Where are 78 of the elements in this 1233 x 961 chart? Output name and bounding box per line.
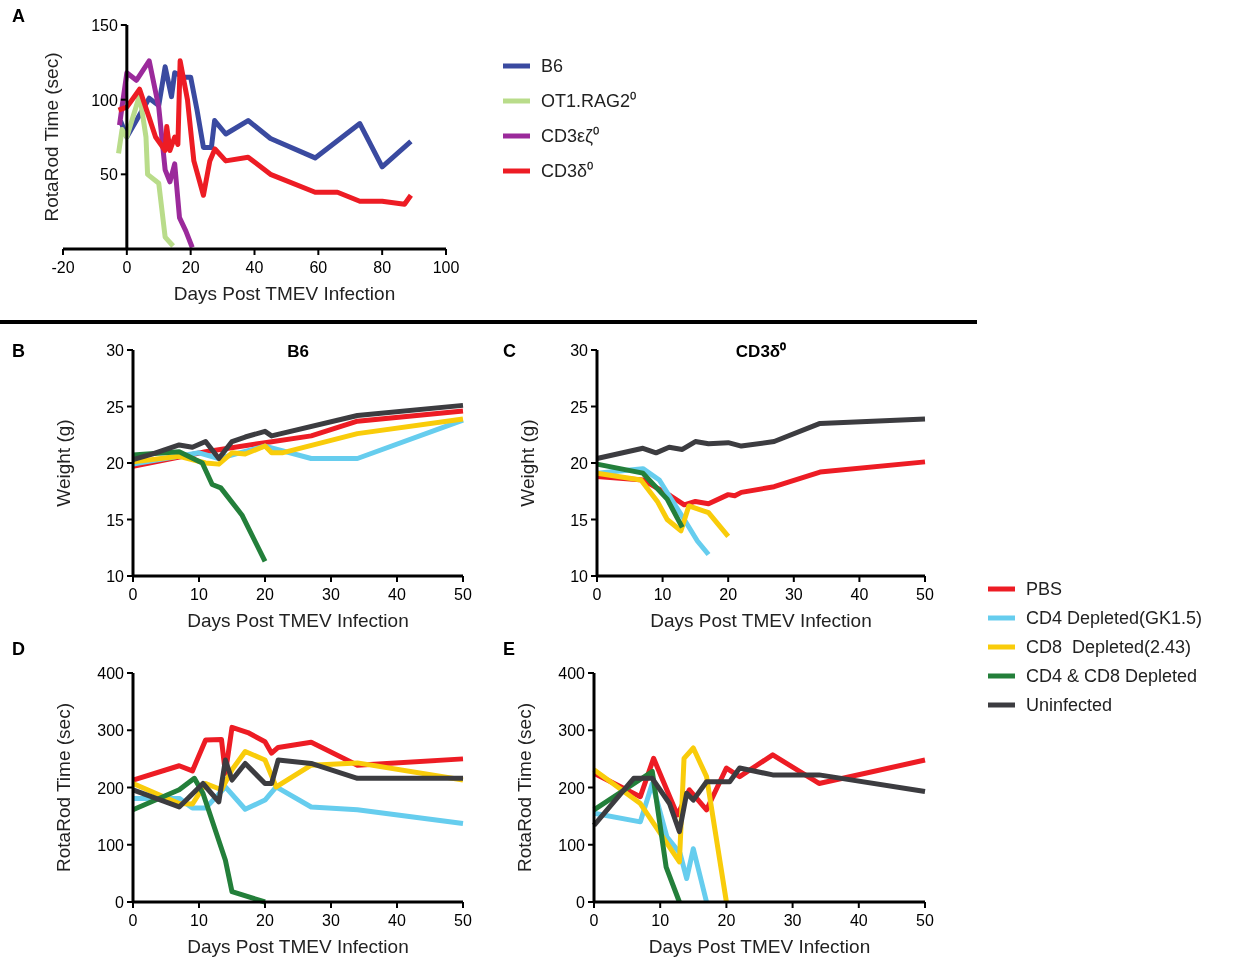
chart-title: B6 xyxy=(287,342,309,361)
x-tick-label: 10 xyxy=(190,586,208,603)
y-axis-title: RotaRod Time (sec) xyxy=(514,703,535,872)
y-tick-label: 10 xyxy=(106,568,125,585)
y-tick-label: 15 xyxy=(106,511,125,529)
y-tick-label: 400 xyxy=(558,665,586,682)
x-tick-label: 0 xyxy=(128,586,138,603)
x-tick-label: 20 xyxy=(256,586,274,603)
x-tick-label: 10 xyxy=(651,912,670,929)
text: C xyxy=(503,341,516,361)
y-tick-label: 0 xyxy=(115,894,125,911)
text: E xyxy=(503,639,516,659)
x-tick-label: 80 xyxy=(373,259,392,276)
x-tick-label: 20 xyxy=(717,912,736,929)
legend-label: Uninfected xyxy=(1026,695,1113,715)
y-axis-title: RotaRod Time (sec) xyxy=(53,703,74,872)
y-tick-label: 30 xyxy=(570,342,589,359)
x-tick-label: 20 xyxy=(181,259,200,276)
x-axis-title: Days Post TMEV Infection xyxy=(650,610,872,631)
x-tick-label: 50 xyxy=(454,912,472,929)
y-tick-label: 50 xyxy=(100,166,118,184)
legend-label: CD4 Depleted(GK1.5) xyxy=(1026,608,1203,628)
y-tick-label: 20 xyxy=(570,455,589,472)
y-tick-label: 25 xyxy=(106,398,125,416)
chart-title: CD3δ⁰ xyxy=(735,342,787,361)
y-axis-title: Weight (g) xyxy=(53,419,74,507)
x-tick-label: 40 xyxy=(245,259,264,276)
x-axis-title: Days Post TMEV Infection xyxy=(173,283,396,304)
y-tick-label: 150 xyxy=(91,17,118,34)
y-tick-label: 15 xyxy=(570,511,589,529)
text: A xyxy=(12,6,25,26)
x-tick-label: 20 xyxy=(256,912,274,929)
y-tick-label: 100 xyxy=(91,91,118,109)
x-tick-label: 60 xyxy=(309,259,328,276)
x-axis-title: Days Post TMEV Infection xyxy=(187,936,409,957)
x-tick-label: 10 xyxy=(190,912,208,929)
y-tick-label: 400 xyxy=(97,665,125,682)
y-axis-title: Weight (g) xyxy=(517,419,538,507)
x-axis-title: Days Post TMEV Infection xyxy=(187,610,409,631)
y-tick-label: 20 xyxy=(106,455,125,472)
legend-label: CD3εζ⁰ xyxy=(541,126,599,146)
x-tick-label: 30 xyxy=(784,586,803,603)
x-tick-label: 10 xyxy=(653,586,672,603)
x-tick-label: 50 xyxy=(454,586,472,603)
y-tick-label: 100 xyxy=(97,836,125,854)
legend-label: CD3δ⁰ xyxy=(541,161,594,181)
x-tick-label: 100 xyxy=(432,259,460,276)
y-tick-label: 10 xyxy=(570,568,589,585)
x-tick-label: 50 xyxy=(916,912,934,929)
x-tick-label: 30 xyxy=(322,912,340,929)
x-tick-label: 0 xyxy=(128,912,138,929)
x-tick-label: 20 xyxy=(719,586,738,603)
y-tick-label: 25 xyxy=(570,398,589,416)
y-tick-label: 200 xyxy=(558,779,586,797)
legend-label: OT1.RAG2⁰ xyxy=(541,91,637,111)
y-tick-label: 300 xyxy=(97,722,125,740)
x-tick-label: 40 xyxy=(388,586,406,603)
x-tick-label: -20 xyxy=(51,259,75,276)
x-tick-label: 30 xyxy=(783,912,802,929)
text: D xyxy=(12,639,25,659)
text: B xyxy=(12,341,25,361)
x-axis-title: Days Post TMEV Infection xyxy=(648,936,871,957)
legend-label: PBS xyxy=(1026,579,1063,599)
x-tick-label: 50 xyxy=(916,586,934,603)
x-tick-label: 40 xyxy=(388,912,406,929)
x-tick-label: 40 xyxy=(849,912,868,929)
legend-label: CD4 & CD8 Depleted xyxy=(1026,666,1198,686)
y-tick-label: 30 xyxy=(106,342,125,359)
x-tick-label: 0 xyxy=(592,586,602,603)
legend-label: B6 xyxy=(541,56,564,76)
x-tick-label: 40 xyxy=(850,586,869,603)
y-tick-label: 200 xyxy=(97,779,125,797)
legend-label: CD8 Depleted(2.43) xyxy=(1026,637,1192,657)
y-tick-label: 0 xyxy=(576,894,586,911)
y-tick-label: 300 xyxy=(558,722,586,740)
y-axis-title: RotaRod Time (sec) xyxy=(41,52,62,222)
x-tick-label: 30 xyxy=(322,586,340,603)
y-tick-label: 100 xyxy=(558,836,586,854)
